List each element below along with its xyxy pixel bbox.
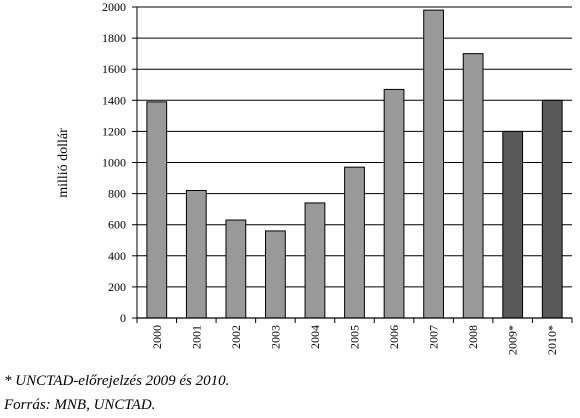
y-tick-label-4: 800 [108, 187, 126, 201]
forecast-footnote: * UNCTAD-előrejelzés 2009 és 2010. [4, 373, 230, 389]
x-tick-label-2002: 2002 [229, 325, 243, 349]
bar-2009-forecast [502, 130, 524, 319]
x-tick-label-2010-forecast: 2010* [545, 325, 559, 355]
x-tick-label-2001: 2001 [189, 325, 203, 349]
bars [146, 9, 563, 319]
y-tick-label-7: 1400 [102, 93, 126, 107]
bar-2002 [225, 219, 247, 319]
y-tick-label-10: 2000 [102, 0, 126, 14]
y-tick-label-1: 200 [108, 280, 126, 294]
x-tick-label-2007: 2007 [427, 325, 441, 349]
x-tick-label-2003: 2003 [268, 325, 282, 349]
y-tick-label-3: 600 [108, 218, 126, 232]
bar-2006 [383, 88, 405, 319]
y-tick-label-0: 0 [120, 311, 126, 325]
bar-2000 [146, 101, 168, 319]
x-tick-label-2004: 2004 [308, 325, 322, 349]
y-axis-title: millió dollár [56, 128, 71, 198]
x-tick-label-2009-forecast: 2009* [506, 325, 520, 355]
bar-2007 [423, 9, 444, 319]
x-tick-label-2006: 2006 [387, 325, 401, 349]
y-tick-label-2: 400 [108, 249, 126, 263]
chart: 0 200 400 600 800 1000 1200 1400 1600 1800 2000 200… [56, 0, 573, 355]
source-footnote: Forrás: MNB, UNCTAD. [4, 397, 156, 413]
bar-2004 [304, 202, 326, 319]
tick-labels: 0 200 400 600 800 1000 1200 1400 1600 1800 2000 200… [102, 0, 559, 355]
y-tick-label-9: 1800 [102, 31, 126, 45]
x-tick-label-2000: 2000 [150, 325, 164, 349]
bar-2001 [185, 189, 207, 319]
bar-2003 [265, 230, 286, 319]
y-tick-label-8: 1600 [102, 62, 126, 76]
y-tick-label-6: 1200 [102, 124, 126, 138]
axes [132, 6, 573, 323]
x-tick-label-2008: 2008 [466, 325, 480, 349]
bar-2010-forecast [541, 99, 563, 319]
bar-2008 [462, 53, 484, 319]
bar-2005 [344, 166, 365, 319]
y-tick-label-5: 1000 [102, 156, 126, 170]
x-tick-label-2005: 2005 [348, 325, 362, 349]
gridlines [137, 6, 572, 288]
bar-chart-svg: 0 200 400 600 800 1000 1200 1400 1600 1800 2000 200… [56, 0, 573, 355]
